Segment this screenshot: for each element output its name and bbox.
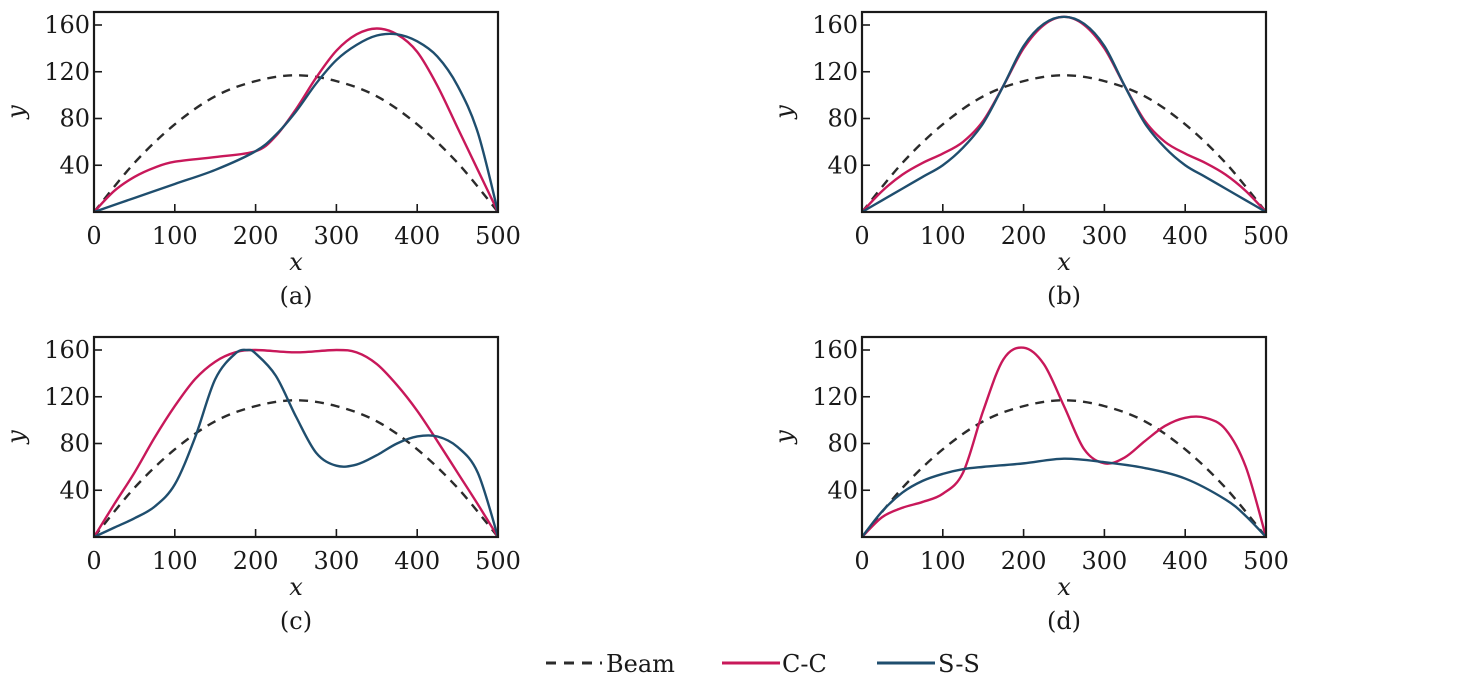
series-line-beam — [94, 74, 498, 212]
series-line-c-c — [94, 348, 498, 537]
y-tick-label: 80 — [827, 105, 858, 133]
series-line-c-c — [862, 15, 1266, 212]
x-tick-label: 300 — [313, 547, 359, 575]
y-tick-label: 40 — [827, 151, 858, 179]
y-axis-label: y — [2, 430, 30, 445]
panel-label: (b) — [1047, 282, 1081, 310]
panel-d: 0 100 200 300 400 500 40 80 120 160 x y (d) — [770, 335, 1289, 635]
x-tick-label: 400 — [1162, 222, 1208, 250]
panel-label: (c) — [280, 607, 312, 635]
series-line-s-s — [94, 348, 498, 537]
x-tick-label: 200 — [233, 222, 279, 250]
y-tick-label: 160 — [44, 11, 90, 39]
plot-frame — [92, 335, 500, 539]
series-group — [862, 15, 1266, 212]
y-tick-label: 120 — [812, 383, 858, 411]
x-tick-label: 300 — [1081, 222, 1127, 250]
y-tick-label: 160 — [812, 336, 858, 364]
panel-b: 0 100 200 300 400 500 40 80 120 160 x y (b) — [770, 10, 1289, 310]
y-tick-label: 120 — [812, 58, 858, 86]
x-axis-label: x — [289, 248, 303, 276]
x-tick-label: 500 — [1243, 547, 1289, 575]
x-axis-label: x — [1057, 248, 1071, 276]
legend-label-cc: C-C — [782, 650, 827, 678]
plot-frame — [92, 10, 500, 214]
x-tick-label: 500 — [475, 222, 521, 250]
legend: Beam C-C S-S — [546, 650, 980, 678]
x-tick-label: 200 — [1001, 547, 1047, 575]
x-tick-label: 400 — [1162, 547, 1208, 575]
plot-frame — [860, 335, 1268, 539]
x-axis-label: x — [289, 573, 303, 601]
x-tick-label: 400 — [394, 222, 440, 250]
x-tick-label: 100 — [152, 222, 198, 250]
series-line-c-c — [862, 346, 1266, 537]
series-line-beam — [862, 399, 1266, 537]
y-axis-label: y — [770, 105, 798, 120]
x-axis-label: x — [1057, 573, 1071, 601]
y-tick-label: 120 — [44, 58, 90, 86]
x-tick-label: 500 — [1243, 222, 1289, 250]
series-line-beam — [862, 74, 1266, 212]
series-line-c-c — [94, 27, 498, 212]
x-tick-label: 0 — [86, 547, 101, 575]
y-tick-label: 160 — [44, 336, 90, 364]
legend-label-beam: Beam — [606, 650, 675, 678]
series-line-s-s — [862, 15, 1266, 212]
series-line-s-s — [862, 457, 1266, 537]
x-tick-label: 0 — [854, 547, 869, 575]
y-axis-label: y — [2, 105, 30, 120]
y-axis-label: y — [770, 430, 798, 445]
series-line-beam — [94, 399, 498, 537]
x-tick-label: 100 — [920, 547, 966, 575]
x-tick-label: 100 — [920, 222, 966, 250]
y-tick-label: 80 — [827, 430, 858, 458]
y-tick-label: 40 — [59, 476, 90, 504]
plot-frame — [860, 10, 1268, 214]
x-tick-label: 0 — [854, 222, 869, 250]
series-line-s-s — [94, 32, 498, 212]
panel-label: (a) — [279, 282, 312, 310]
x-tick-label: 200 — [233, 547, 279, 575]
panel-a: 0 100 200 300 400 500 40 80 120 160 x y (a) — [2, 10, 521, 310]
x-tick-label: 500 — [475, 547, 521, 575]
x-tick-label: 300 — [1081, 547, 1127, 575]
x-tick-label: 0 — [86, 222, 101, 250]
y-tick-label: 120 — [44, 383, 90, 411]
x-tick-label: 200 — [1001, 222, 1047, 250]
y-tick-label: 160 — [812, 11, 858, 39]
x-tick-label: 400 — [394, 547, 440, 575]
y-tick-label: 40 — [827, 476, 858, 504]
legend-label-ss: S-S — [938, 650, 980, 678]
series-group — [862, 346, 1266, 537]
y-tick-label: 40 — [59, 151, 90, 179]
x-tick-label: 100 — [152, 547, 198, 575]
x-tick-label: 300 — [313, 222, 359, 250]
panel-c: 0 100 200 300 400 500 40 80 120 160 x y (c) — [2, 335, 521, 635]
series-group — [94, 27, 498, 212]
series-group — [94, 348, 498, 537]
y-tick-label: 80 — [59, 105, 90, 133]
y-tick-label: 80 — [59, 430, 90, 458]
panel-label: (d) — [1047, 607, 1081, 635]
